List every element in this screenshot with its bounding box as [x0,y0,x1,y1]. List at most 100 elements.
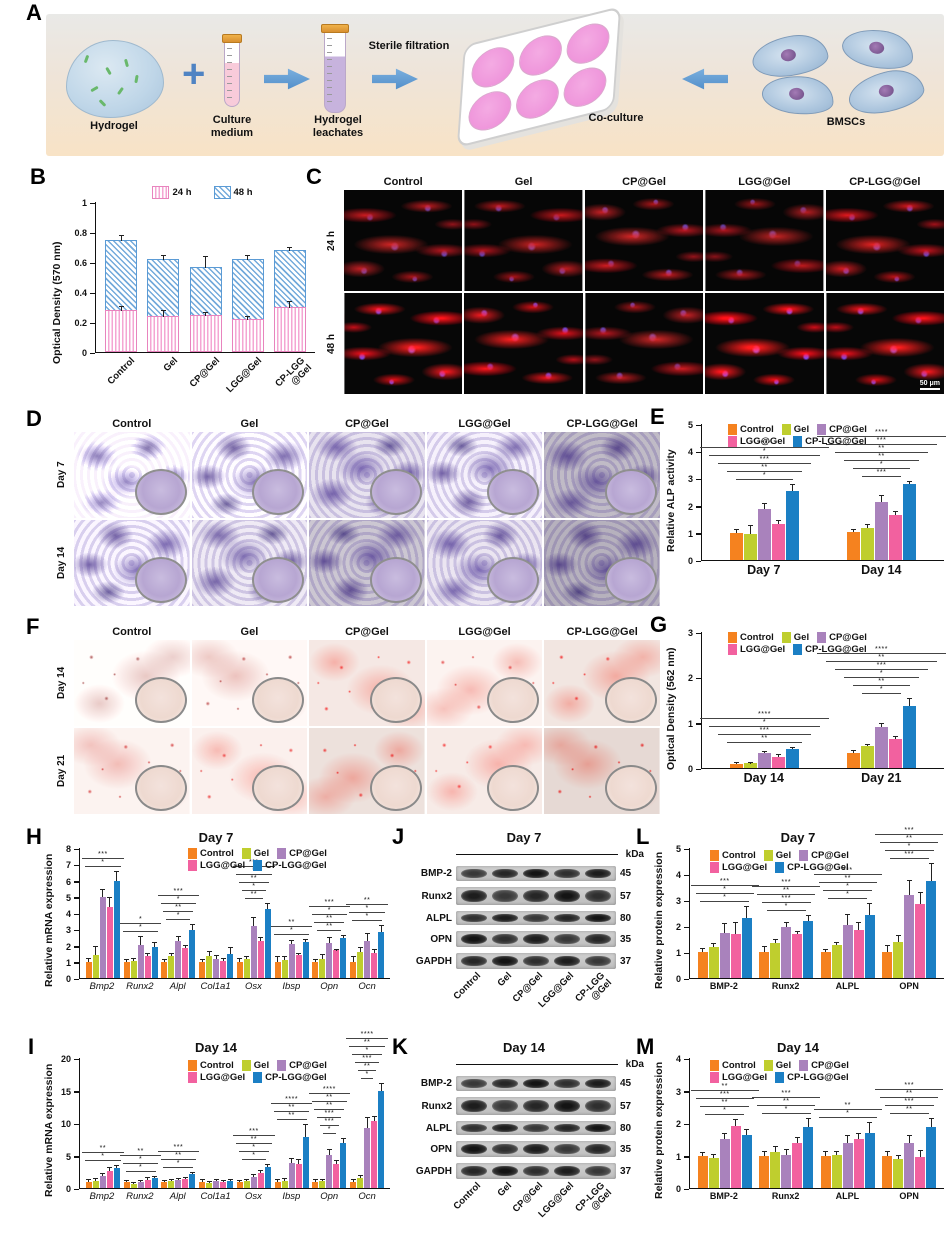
panel-k-letter: K [392,1034,408,1059]
error-bar [124,958,130,962]
legend-label: CP-LGG@Gel [265,1072,327,1083]
bar-Control [312,1178,319,1188]
protein-band [492,1100,518,1112]
significance-bracket: * [828,891,868,900]
micro-image-pattern [344,293,463,394]
micro-image [426,520,543,606]
significance-bracket: * [241,1152,266,1160]
error-bar [258,1170,264,1174]
x-category-label: BMP-2 [709,981,738,991]
error-bar [93,1177,99,1181]
y-tick-mark [74,897,79,899]
bar-CP@Gel [364,1116,371,1188]
bar-LGG@Gel [333,948,340,978]
significance-bracket: * [125,1164,156,1172]
bar-group [227,202,269,352]
legend-swatch [188,860,197,871]
y-tick-mark [684,926,689,928]
significance-bracket: * [166,912,191,920]
chart-title: Day 7 [780,830,816,845]
error-bar [118,235,124,241]
error-bar [357,1174,363,1179]
six-well-plate [456,6,622,148]
arrow-right-icon [264,68,310,90]
legend-swatch [728,632,737,643]
bar-Control [199,958,206,978]
significance-bracket: **** [308,1086,351,1094]
protein-label: ALPL [425,912,452,924]
cell-nucleus [877,83,895,99]
well-inset-image [252,765,305,811]
protein-band [523,869,549,878]
error-bar [867,1122,873,1133]
micro-image [426,432,543,518]
legend-item: CP-LGG@Gel [793,436,867,447]
y-tick-label: 0 [687,556,693,566]
panel-h-letter: H [26,824,42,849]
y-tick-label: 3 [65,925,71,936]
column-header: Control [383,176,423,188]
error-bar [312,1178,318,1182]
error-bar [265,903,271,909]
micro-image [544,728,660,814]
bar-Gel [319,954,326,978]
bar-CP@Gel [875,494,888,560]
legend-label: LGG@Gel [740,644,786,655]
significance-bracket: *** [355,1055,380,1063]
micro-image-pattern [584,293,704,394]
error-bar [333,948,339,951]
bar-Control [236,958,243,978]
bar-CP@Gel [781,1149,792,1188]
x-axis-labels: Day 7 Day 14 [701,561,944,577]
y-tick-label: 3 [687,474,693,485]
legend-label: Control [722,850,756,861]
well-inset-image [134,765,187,811]
significance-brackets: ******** [690,1083,759,1116]
bar-CP@Gel [250,1174,257,1188]
bar-CP-LGG@Gel [264,903,271,978]
bar-Control [161,958,168,978]
well-inset-image [369,557,422,603]
error-bar [152,942,158,948]
protein-label: GAPDH [415,1165,452,1177]
x-category-label: Ocn [358,981,376,992]
bar-LGG@Gel [144,1176,151,1188]
column-header: LGG@Gel [738,176,791,188]
significance-bracket: * [761,1106,811,1114]
panel-m-letter: M [636,1034,655,1059]
micro-image-pattern [464,293,583,394]
legend-item: LGG@Gel [710,1072,767,1083]
bar-CP@Gel [904,1135,915,1188]
y-tick-label: 3 [687,628,693,638]
significance-bracket: ** [358,1063,377,1071]
y-tick-mark [74,864,79,867]
bar-CP-LGG@Gel [302,1123,309,1188]
y-tick-label: 1 [675,948,681,958]
error-bar [296,1159,302,1164]
hydrogel-label: Hydrogel [90,120,138,132]
legend-item: CP@Gel [799,1060,849,1071]
legend-swatch [710,1060,719,1071]
bar-LGG@Gel [371,1116,378,1188]
micro-image [191,728,308,814]
legend-label: 24 h [172,187,192,198]
error-bar [340,934,346,939]
error-bar [917,891,923,905]
legend-label: LGG@Gel [722,1072,768,1083]
x-category-label: ALPL [835,1191,860,1201]
error-bar [350,955,356,962]
legend-swatch [763,850,773,861]
y-tick-mark [74,1123,79,1125]
protein-band [585,1124,611,1132]
blot-title: Day 7 [506,830,542,845]
legend-swatch [152,186,170,199]
bar-Gel [831,942,842,978]
error-bar [907,697,912,707]
error-bar [93,946,99,956]
bar-group [197,848,235,978]
error-bar [244,1178,250,1182]
y-tick-label: 4 [675,1054,681,1064]
significance-bracket: *** [320,1118,339,1126]
